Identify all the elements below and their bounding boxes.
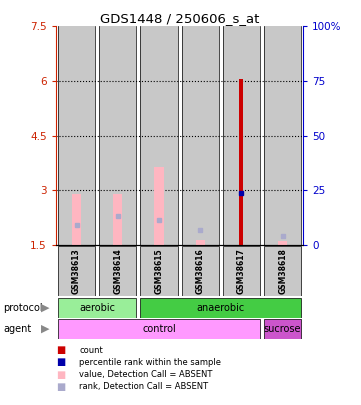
Bar — [99, 26, 136, 245]
Bar — [99, 246, 136, 296]
Text: anaerobic: anaerobic — [197, 303, 245, 313]
Text: agent: agent — [4, 324, 32, 334]
Text: GSM38615: GSM38615 — [155, 248, 164, 294]
Text: aerobic: aerobic — [79, 303, 115, 313]
Bar — [223, 246, 260, 296]
Text: protocol: protocol — [4, 303, 43, 313]
Text: GSM38616: GSM38616 — [196, 248, 205, 294]
Bar — [113, 194, 122, 245]
Bar — [58, 319, 260, 339]
Text: GSM38614: GSM38614 — [113, 248, 122, 294]
Text: ■: ■ — [56, 345, 65, 355]
Bar — [264, 246, 301, 296]
Title: GDS1448 / 250606_s_at: GDS1448 / 250606_s_at — [100, 12, 259, 25]
Text: ▶: ▶ — [41, 303, 49, 313]
Bar — [58, 298, 136, 318]
Text: control: control — [142, 324, 176, 334]
Text: rank, Detection Call = ABSENT: rank, Detection Call = ABSENT — [79, 382, 209, 391]
Bar — [182, 26, 219, 245]
Bar — [140, 246, 178, 296]
Bar — [196, 240, 205, 245]
Text: ■: ■ — [56, 382, 65, 392]
Text: ■: ■ — [56, 358, 65, 367]
Bar — [155, 167, 164, 245]
Text: value, Detection Call = ABSENT: value, Detection Call = ABSENT — [79, 370, 213, 379]
Text: ■: ■ — [56, 370, 65, 379]
Bar — [264, 319, 301, 339]
Text: GSM38618: GSM38618 — [278, 248, 287, 294]
Bar — [72, 194, 81, 245]
Text: ▶: ▶ — [41, 324, 49, 334]
Bar — [140, 298, 301, 318]
Text: sucrose: sucrose — [264, 324, 301, 334]
Text: GSM38617: GSM38617 — [237, 248, 246, 294]
Text: GSM38613: GSM38613 — [72, 248, 81, 294]
Bar — [223, 26, 260, 245]
Bar — [182, 246, 219, 296]
Bar — [140, 26, 178, 245]
Bar — [58, 26, 95, 245]
Bar — [264, 26, 301, 245]
Text: count: count — [79, 346, 103, 355]
Text: percentile rank within the sample: percentile rank within the sample — [79, 358, 221, 367]
Bar — [278, 241, 287, 245]
Bar — [239, 79, 243, 245]
Bar — [58, 246, 95, 296]
